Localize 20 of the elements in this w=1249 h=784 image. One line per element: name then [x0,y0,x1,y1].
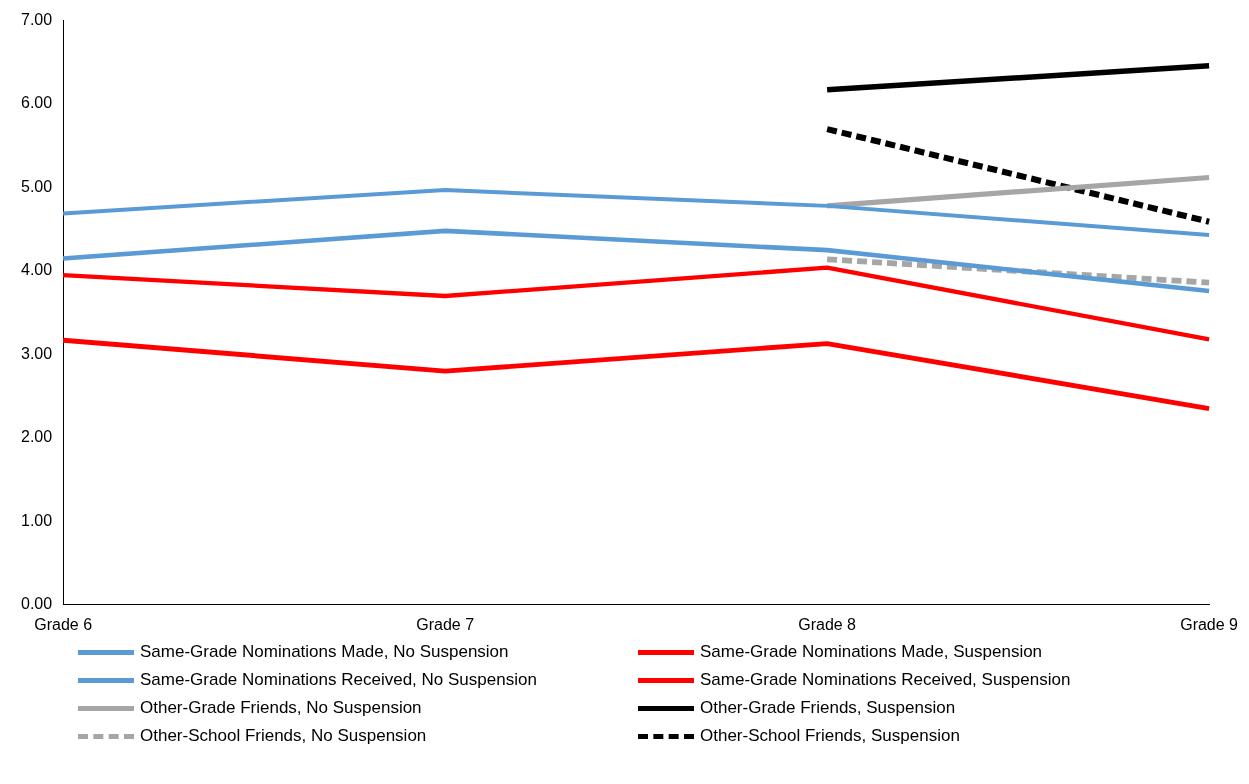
y-tick-label: 3.00 [21,344,53,362]
legend-label: Same-Grade Nominations Received, Suspension [700,670,1071,690]
y-tick-label: 2.00 [21,428,53,446]
x-tick-label: Grade 7 [416,615,475,633]
x-tick-label: Grade 8 [798,615,857,633]
legend-label: Other-Grade Friends, Suspension [700,698,956,718]
legend-label: Other-School Friends, Suspension [700,726,960,746]
y-tick-label: 5.00 [21,177,53,195]
legend-label: Same-Grade Nominations Made, Suspension [700,642,1043,662]
legend-label: Same-Grade Nominations Received, No Suspension [140,670,537,690]
y-tick-label: 1.00 [21,511,53,529]
legend-label: Other-Grade Friends, No Suspension [140,698,422,718]
y-tick-label: 6.00 [21,94,53,112]
legend-label: Other-School Friends, No Suspension [140,726,427,746]
y-tick-label: 7.00 [21,11,53,29]
y-tick-label: 4.00 [21,261,53,279]
x-tick-label: Grade 6 [34,615,93,633]
y-tick-label: 0.00 [21,595,53,613]
x-tick-label: Grade 9 [1180,615,1239,633]
legend-label: Same-Grade Nominations Made, No Suspension [140,642,509,662]
